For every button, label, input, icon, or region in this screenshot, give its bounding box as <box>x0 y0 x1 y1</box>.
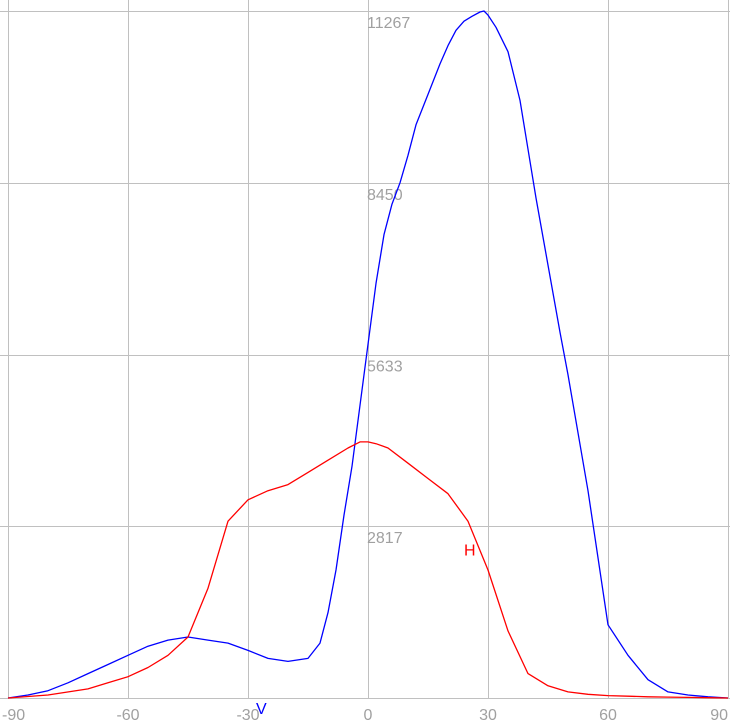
x-tick-label: 90 <box>710 707 728 722</box>
y-tick-label: 5633 <box>367 359 403 376</box>
series-markers: VH <box>256 542 476 718</box>
series-line-V <box>7 10 729 699</box>
x-tick-label: 30 <box>479 707 497 722</box>
x-tick-label: -30 <box>236 707 259 722</box>
y-tick-label: 11267 <box>367 15 410 32</box>
x-tick-label: 0 <box>364 707 373 722</box>
y-tick-label: 2817 <box>367 530 403 547</box>
x-tick-labels: -90 -60 -30 0 30 60 90 <box>2 707 728 724</box>
x-tick-label: -90 <box>2 707 25 722</box>
series-label-H: H <box>464 542 476 559</box>
x-tick-label: 60 <box>599 707 617 722</box>
grid-layer <box>0 0 730 699</box>
x-tick-label: -60 <box>116 707 139 722</box>
series-label-V: V <box>256 701 267 718</box>
series-line-H <box>7 441 729 699</box>
series-layer <box>7 10 729 699</box>
